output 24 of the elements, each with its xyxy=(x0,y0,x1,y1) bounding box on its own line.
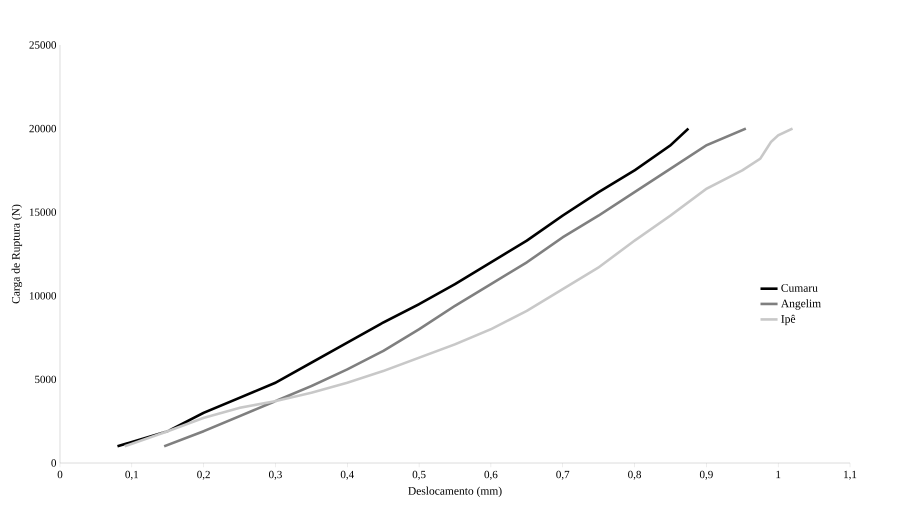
y-tick-label: 25000 xyxy=(29,41,56,49)
x-tick-label: 1 xyxy=(776,470,780,478)
x-tick-label: 0,7 xyxy=(556,470,570,480)
legend-label: Cumaru xyxy=(781,284,818,292)
y-axis-title: Carga de Ruptura (N) xyxy=(12,204,22,304)
x-tick-label: 0,8 xyxy=(628,470,642,480)
y-tick-label: 10000 xyxy=(30,292,56,300)
x-tick-label: 0,1 xyxy=(125,470,138,480)
y-tick-label: 0 xyxy=(51,459,56,467)
legend-label: Ipê xyxy=(781,314,796,326)
line-series xyxy=(116,127,690,448)
legend-label: Angelim xyxy=(780,299,821,310)
x-tick-label: 0 xyxy=(58,470,62,478)
x-tick-label: 0,3 xyxy=(269,470,282,480)
x-tick-label: 0,6 xyxy=(484,470,498,480)
x-axis-title: Deslocamento (mm) xyxy=(408,486,502,498)
y-tick-label: 5000 xyxy=(35,376,56,384)
x-tick-label: 0,2 xyxy=(197,470,210,480)
y-tick-label: 15000 xyxy=(30,208,56,216)
x-tick-label: 0,9 xyxy=(700,470,713,480)
x-tick-label: 0,5 xyxy=(412,470,426,480)
x-tick-label: 1,1 xyxy=(844,470,856,480)
x-tick-label: 0,4 xyxy=(340,470,354,480)
y-tick-label: 20000 xyxy=(29,124,56,132)
